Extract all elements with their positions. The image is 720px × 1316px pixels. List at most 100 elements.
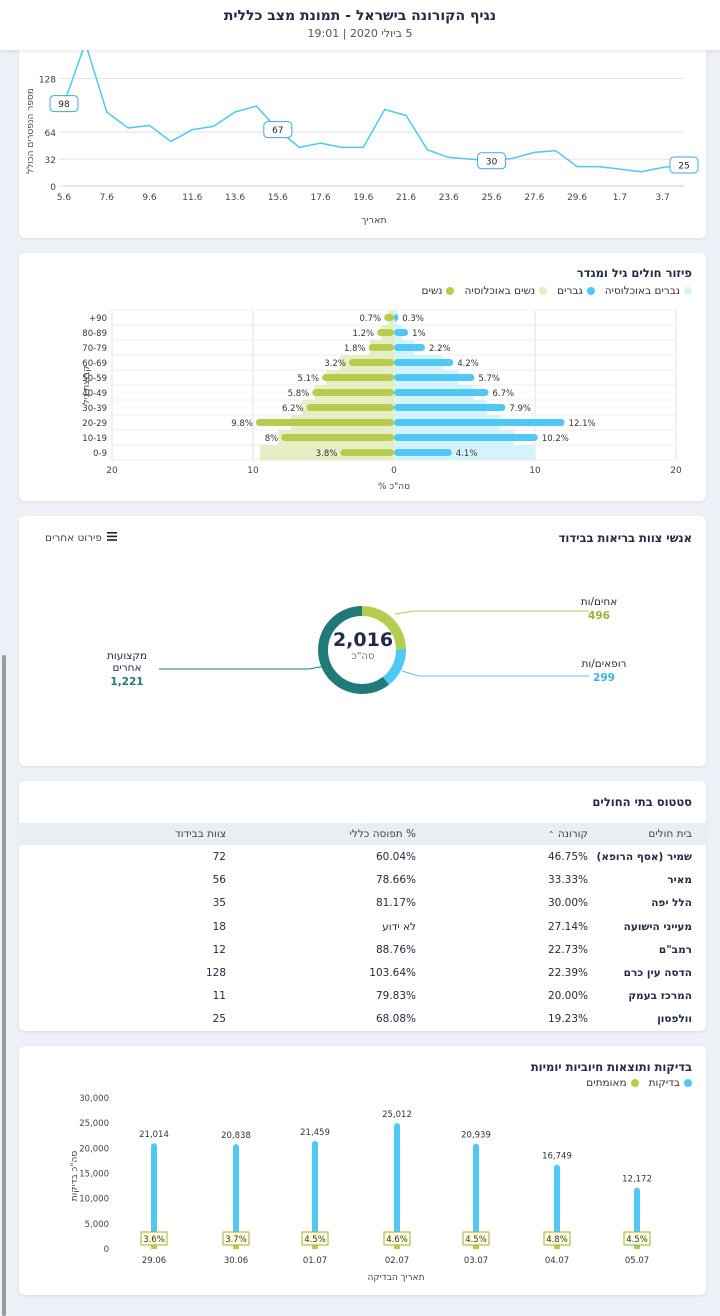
- occupancy-cell: 88.76%: [375, 943, 416, 956]
- donut-slice-3: [318, 606, 406, 694]
- legend-item-positives[interactable]: מאומתים: [586, 1077, 639, 1089]
- x-tick-label: 27.6: [524, 193, 544, 203]
- women-bar-label: 9.8%: [231, 419, 253, 429]
- table-row[interactable]: שמיר (אסף הרופא) 46.75% 60.04% 72: [19, 846, 706, 869]
- occupancy-cell: 81.17%: [375, 897, 416, 910]
- men-bar-label: 12.1%: [569, 419, 596, 429]
- table-row[interactable]: וולפסון 19.23% 68.08% 25: [19, 1008, 706, 1031]
- men-bar-label: 7.9%: [509, 404, 531, 414]
- scrollbar[interactable]: [2, 655, 6, 1316]
- age-group-label: 0-9: [93, 449, 107, 459]
- women-bar: [312, 389, 394, 396]
- positives-label-box: [140, 1231, 168, 1246]
- x-tick-label: 23.6: [439, 193, 459, 203]
- other-details-button[interactable]: פירוט אחרים: [45, 532, 117, 544]
- hospital-name-cell: הלל יפה: [651, 897, 692, 910]
- col-occupancy[interactable]: % תפוסה כללי: [349, 828, 416, 840]
- x-tick-label: 11.6: [182, 193, 202, 203]
- women-bar-label: 3.8%: [316, 449, 338, 459]
- positives-bar: [233, 1245, 239, 1249]
- table-row[interactable]: רמב"ם 22.73% 88.76% 12: [19, 939, 706, 962]
- staff-isolation-cell: 11: [212, 990, 226, 1003]
- staff-isolation-cell: 25: [212, 1013, 226, 1026]
- women-bar: [281, 434, 394, 441]
- x-tick-label: 10: [529, 466, 541, 476]
- y-tick-label: 64: [45, 129, 57, 139]
- positives-bar-label: 4.5%: [304, 1235, 326, 1245]
- hospital-name-cell: הדסה עין כרם: [623, 967, 692, 979]
- x-tick-label: 15.6: [268, 193, 288, 203]
- men-bar: [394, 404, 506, 411]
- positives-label-box: [301, 1231, 329, 1246]
- positives-bar: [554, 1244, 560, 1249]
- y-tick-label: 5,000: [85, 1220, 109, 1230]
- positives-bar: [151, 1245, 157, 1249]
- legend-label: נברים באוכלוסיה: [604, 285, 680, 297]
- x-tick-label: 30.06: [224, 1256, 248, 1266]
- table-row[interactable]: מעייני הישועה 27.14% לא ידוע 18: [19, 916, 706, 939]
- men-bar-label: 6.7%: [492, 389, 514, 399]
- x-tick-label: 21.6: [396, 193, 416, 203]
- legend-item-women[interactable]: נשים: [422, 285, 455, 297]
- positives-bar-label: 4.5%: [626, 1235, 648, 1245]
- donut-center: 2,016 סה"כ: [313, 629, 413, 662]
- men-population-bar: [394, 445, 535, 460]
- y-tick-label: 25,000: [79, 1119, 109, 1129]
- table-row[interactable]: המרכז בעמק 20.00% 79.83% 11: [19, 985, 706, 1008]
- age-group-label: +90: [89, 314, 107, 324]
- x-tick-label: 1.7: [613, 193, 627, 203]
- women-bar-label: 6.2%: [282, 404, 304, 414]
- tests-bar-label: 16,749: [542, 1152, 572, 1162]
- doctors-label: רופאים/ות 299: [581, 658, 627, 684]
- col-staff[interactable]: צוות בבידוד: [174, 828, 226, 840]
- men-bar: [394, 374, 475, 381]
- tests-bar: [312, 1140, 318, 1249]
- doctors-leader-line: [401, 670, 589, 677]
- women-bar-label: 5.8%: [288, 389, 310, 399]
- occupancy-cell: 68.08%: [375, 1013, 416, 1026]
- age-group-label: 30-39: [82, 404, 107, 414]
- point-label: 30: [486, 157, 498, 167]
- col-hospital[interactable]: בית חולים: [648, 828, 692, 840]
- legend-item-tests[interactable]: בדיקות: [649, 1077, 692, 1089]
- table-row[interactable]: הלל יפה 30.00% 81.17% 35: [19, 892, 706, 915]
- tests-bar-label: 20,838: [221, 1131, 251, 1141]
- women-bar-label: 3.2%: [324, 359, 346, 369]
- men-bar: [394, 329, 409, 336]
- deaths-line: [63, 40, 685, 173]
- legend-item-women-pop[interactable]: נשים באוכלוסיה: [464, 285, 548, 297]
- positives-label-box: [543, 1231, 571, 1246]
- x-axis-title: % סה"כ: [378, 482, 410, 492]
- donut-total-value: 2,016: [332, 629, 394, 651]
- corona-cell: 30.00%: [547, 897, 588, 910]
- x-tick-label: 5.6: [57, 193, 72, 203]
- page-subtitle: 5 ביולי 2020 | 19:01: [307, 27, 413, 40]
- men-bar: [394, 434, 538, 441]
- women-bar: [340, 449, 394, 456]
- x-tick-label: 20: [106, 466, 118, 476]
- legend-label: מאומתים: [586, 1077, 627, 1089]
- legend-item-men[interactable]: גברים: [557, 285, 595, 297]
- occupancy-cell: 60.04%: [375, 851, 416, 863]
- men-bar-label: 2.2%: [429, 344, 451, 354]
- donut-total-label: סה"כ: [351, 651, 375, 662]
- positives-label-box: [462, 1231, 490, 1246]
- x-tick-label: 10: [247, 466, 259, 476]
- women-bar: [306, 404, 394, 411]
- women-bar: [368, 344, 394, 351]
- men-bar: [394, 389, 489, 396]
- table-row[interactable]: הדסה עין כרם 22.39% 103.64% 128: [19, 962, 706, 985]
- tests-bar-label: 25,012: [382, 1110, 412, 1120]
- men-bar-label: 4.2%: [457, 359, 479, 369]
- point-label-box: [669, 156, 699, 174]
- tests-bar: [151, 1143, 157, 1249]
- table-row[interactable]: מאיר 33.33% 78.66% 56: [19, 869, 706, 892]
- women-bar: [348, 359, 394, 366]
- men-bar: [394, 419, 565, 426]
- x-axis-title: תאריך: [361, 215, 386, 226]
- women-bar-label: 1.2%: [352, 329, 374, 339]
- other-staff-leader-line: [159, 665, 326, 670]
- age-group-label: 10-19: [82, 434, 107, 444]
- legend-item-men-pop[interactable]: נברים באוכלוסיה: [605, 285, 692, 297]
- col-corona[interactable]: קורונה ⌃: [547, 828, 588, 840]
